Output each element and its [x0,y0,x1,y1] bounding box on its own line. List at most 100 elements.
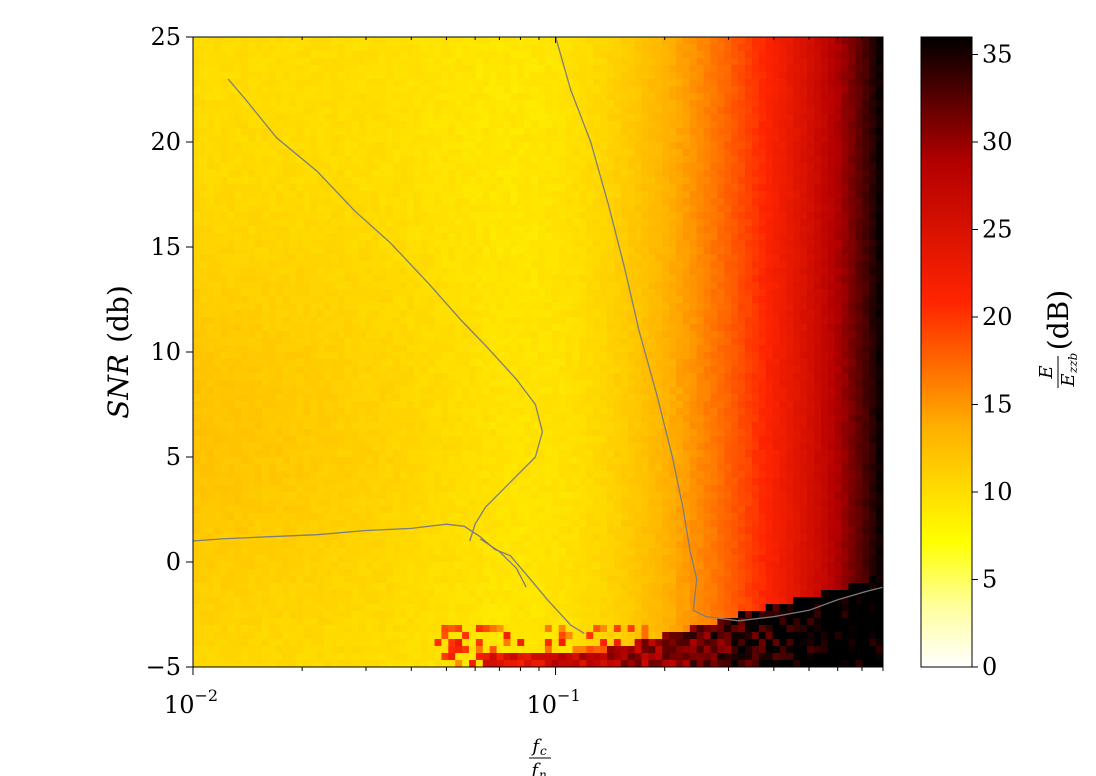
heatmap-cell [551,184,560,192]
heatmap-cell [572,303,580,311]
heatmap-cell [807,345,815,353]
heatmap-cell [517,240,525,248]
heatmap-cell [738,198,746,206]
heatmap-cell [869,261,877,269]
heatmap-cell [531,380,539,388]
heatmap-cell [462,135,470,143]
heatmap-cell [248,128,256,136]
heatmap-cell [289,345,298,353]
heatmap-cell [393,65,401,73]
heatmap-cell [814,338,822,346]
heatmap-cell [413,58,422,66]
heatmap-cell [648,135,656,143]
heatmap-cell [565,338,574,346]
heatmap-cell [717,142,725,150]
heatmap-cell [641,79,649,87]
heatmap-cell [275,359,284,367]
heatmap-cell [558,191,567,199]
heatmap-cell [448,282,456,290]
heatmap-cell [358,289,367,297]
heatmap-cell [772,163,781,171]
heatmap-cell [393,324,401,332]
heatmap-cell [413,128,422,136]
heatmap-cell [758,142,767,150]
heatmap-cell [572,107,580,115]
heatmap-cell [786,114,794,122]
heatmap-cell [751,359,760,367]
heatmap-cell [682,184,691,192]
heatmap-cell [696,352,705,360]
heatmap-cell [524,44,532,52]
heatmap-cell [738,247,746,255]
heatmap-cell [400,359,408,367]
heatmap-cell [310,121,318,129]
heatmap-cell [579,156,587,164]
heatmap-cell [351,51,360,59]
heatmap-cell [772,128,781,136]
heatmap-cell [848,163,856,171]
heatmap-cell [317,226,325,234]
heatmap-cell [455,149,463,157]
heatmap-cell [834,275,843,283]
heatmap-cell [627,219,636,227]
heatmap-cell [586,345,594,353]
heatmap-cell [351,296,360,304]
heatmap-cell [538,205,546,213]
heatmap-cell [682,219,691,227]
heatmap-cell [579,37,587,45]
heatmap-cell [662,177,670,185]
heatmap-cell [413,240,422,248]
heatmap-cell [710,303,718,311]
heatmap-cell [406,37,415,45]
heatmap-cell [558,135,567,143]
heatmap-cell [607,170,615,178]
heatmap-cell [613,156,622,164]
heatmap-cell [758,380,767,388]
heatmap-cell [786,359,794,367]
heatmap-cell [600,226,608,234]
heatmap-cell [793,72,801,80]
heatmap-cell [427,79,436,87]
heatmap-cell [710,240,718,248]
heatmap-cell [641,128,649,136]
heatmap-cell [655,65,663,73]
heatmap-cell [289,366,298,374]
heatmap-cell [379,128,387,136]
heatmap-cell [876,303,883,311]
heatmap-cell [268,373,277,381]
heatmap-cell [248,100,256,108]
heatmap-cell [662,233,670,241]
heatmap-cell [289,72,298,80]
heatmap-cell [496,65,505,73]
heatmap-cell [303,254,311,262]
heatmap-cell [738,226,746,234]
heatmap-cell [365,65,373,73]
heatmap-cell [255,219,263,227]
heatmap-cell [703,303,712,311]
heatmap-cell [310,58,318,66]
heatmap-cell [503,289,511,297]
heatmap-cell [572,135,580,143]
heatmap-cell [807,268,815,276]
heatmap-cell [427,191,436,199]
heatmap-cell [213,205,222,213]
heatmap-cell [420,247,429,255]
heatmap-cell [469,205,477,213]
heatmap-cell [751,261,760,269]
heatmap-cell [241,366,249,374]
heatmap-cell [268,317,277,325]
heatmap-cell [310,65,318,73]
heatmap-cell [551,114,560,122]
heatmap-cell [268,86,277,94]
heatmap-cell [406,198,415,206]
heatmap-cell [227,219,235,227]
heatmap-cell [869,205,877,213]
heatmap-cell [738,37,746,45]
heatmap-cell [241,226,249,234]
heatmap-cell [793,79,801,87]
heatmap-cell [531,261,539,269]
heatmap-cell [489,191,498,199]
heatmap-cell [275,114,284,122]
heatmap-cell [703,233,712,241]
heatmap-cell [351,219,360,227]
